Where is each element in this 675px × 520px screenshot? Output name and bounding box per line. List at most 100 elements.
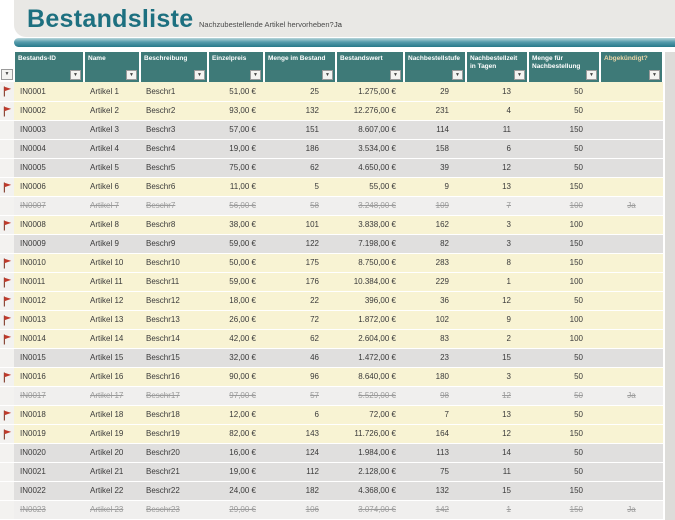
cell-id[interactable]: IN0002 (14, 101, 84, 121)
cell-nachbestellstufe[interactable]: 36 (404, 291, 466, 311)
cell-einzelpreis[interactable]: 24,00 € (208, 481, 264, 501)
cell-beschreibung[interactable]: Beschr21 (140, 462, 208, 482)
column-header-bestandswert[interactable]: Bestandswert ▼ (336, 52, 404, 82)
cell-id[interactable]: IN0004 (14, 139, 84, 159)
cell-menge_nachbestellung[interactable]: 100 (528, 310, 600, 330)
cell-menge_nachbestellung[interactable]: 100 (528, 272, 600, 292)
filter-dropdown-icon[interactable]: ▼ (126, 70, 137, 80)
cell-menge_nachbestellung[interactable]: 50 (528, 386, 600, 406)
cell-nachbestellzeit[interactable]: 12 (466, 424, 528, 444)
cell-beschreibung[interactable]: Beschr3 (140, 120, 208, 140)
cell-menge_nachbestellung[interactable]: 100 (528, 215, 600, 235)
cell-einzelpreis[interactable]: 38,00 € (208, 215, 264, 235)
cell-beschreibung[interactable]: Beschr18 (140, 405, 208, 425)
highlight-question-answer[interactable]: Ja (334, 20, 342, 29)
cell-bestandswert[interactable]: 7.198,00 € (336, 234, 404, 254)
column-header-nachbestellstufe[interactable]: Nachbestellstufe ▼ (404, 52, 466, 82)
cell-menge_im_bestand[interactable]: 46 (264, 348, 336, 368)
filter-dropdown-icon[interactable]: ▼ (514, 70, 525, 80)
cell-nachbestellzeit[interactable]: 13 (466, 177, 528, 197)
cell-abgekuendigt[interactable] (600, 481, 663, 501)
cell-abgekuendigt[interactable] (600, 272, 663, 292)
cell-nachbestellzeit[interactable]: 15 (466, 348, 528, 368)
cell-menge_nachbestellung[interactable]: 100 (528, 329, 600, 349)
cell-nachbestellzeit[interactable]: 12 (466, 291, 528, 311)
cell-beschreibung[interactable]: Beschr23 (140, 500, 208, 520)
cell-id[interactable]: IN0011 (14, 272, 84, 292)
cell-nachbestellzeit[interactable]: 2 (466, 329, 528, 349)
filter-dropdown-icon[interactable]: ▼ (194, 70, 205, 80)
cell-menge_nachbestellung[interactable]: 150 (528, 481, 600, 501)
cell-name[interactable]: Artikel 11 (84, 272, 140, 292)
cell-abgekuendigt[interactable] (600, 139, 663, 159)
cell-abgekuendigt[interactable] (600, 367, 663, 387)
cell-menge_nachbestellung[interactable]: 50 (528, 367, 600, 387)
cell-nachbestellzeit[interactable]: 15 (466, 481, 528, 501)
cell-bestandswert[interactable]: 2.604,00 € (336, 329, 404, 349)
cell-beschreibung[interactable]: Beschr7 (140, 196, 208, 216)
cell-menge_nachbestellung[interactable]: 150 (528, 234, 600, 254)
cell-name[interactable]: Artikel 14 (84, 329, 140, 349)
cell-menge_im_bestand[interactable]: 62 (264, 158, 336, 178)
cell-bestandswert[interactable]: 55,00 € (336, 177, 404, 197)
cell-beschreibung[interactable]: Beschr15 (140, 348, 208, 368)
cell-menge_im_bestand[interactable]: 6 (264, 405, 336, 425)
cell-menge_im_bestand[interactable]: 124 (264, 443, 336, 463)
cell-bestandswert[interactable]: 3.838,00 € (336, 215, 404, 235)
cell-id[interactable]: IN0017 (14, 386, 84, 406)
cell-abgekuendigt[interactable]: Ja (600, 196, 663, 216)
cell-nachbestellzeit[interactable]: 7 (466, 196, 528, 216)
cell-bestandswert[interactable]: 8.607,00 € (336, 120, 404, 140)
cell-nachbestellstufe[interactable]: 114 (404, 120, 466, 140)
cell-einzelpreis[interactable]: 75,00 € (208, 158, 264, 178)
cell-nachbestellzeit[interactable]: 3 (466, 367, 528, 387)
cell-abgekuendigt[interactable] (600, 329, 663, 349)
cell-bestandswert[interactable]: 72,00 € (336, 405, 404, 425)
cell-nachbestellzeit[interactable]: 13 (466, 405, 528, 425)
cell-name[interactable]: Artikel 12 (84, 291, 140, 311)
cell-menge_nachbestellung[interactable]: 50 (528, 462, 600, 482)
cell-id[interactable]: IN0008 (14, 215, 84, 235)
cell-abgekuendigt[interactable] (600, 348, 663, 368)
cell-nachbestellstufe[interactable]: 231 (404, 101, 466, 121)
cell-nachbestellstufe[interactable]: 164 (404, 424, 466, 444)
cell-beschreibung[interactable]: Beschr10 (140, 253, 208, 273)
cell-nachbestellstufe[interactable]: 229 (404, 272, 466, 292)
filter-dropdown-icon[interactable]: ▼ (586, 70, 597, 80)
cell-id[interactable]: IN0022 (14, 481, 84, 501)
cell-menge_im_bestand[interactable]: 106 (264, 500, 336, 520)
cell-nachbestellstufe[interactable]: 158 (404, 139, 466, 159)
cell-abgekuendigt[interactable] (600, 443, 663, 463)
corner-filter-dropdown-icon[interactable]: ▼ (1, 69, 13, 80)
cell-nachbestellstufe[interactable]: 75 (404, 462, 466, 482)
cell-bestandswert[interactable]: 4.368,00 € (336, 481, 404, 501)
cell-id[interactable]: IN0007 (14, 196, 84, 216)
cell-einzelpreis[interactable]: 11,00 € (208, 177, 264, 197)
column-header-id[interactable]: Bestands-ID ▼ (14, 52, 84, 82)
cell-beschreibung[interactable]: Beschr19 (140, 424, 208, 444)
cell-nachbestellstufe[interactable]: 162 (404, 215, 466, 235)
cell-einzelpreis[interactable]: 59,00 € (208, 272, 264, 292)
filter-dropdown-icon[interactable]: ▼ (452, 70, 463, 80)
cell-einzelpreis[interactable]: 29,00 € (208, 500, 264, 520)
cell-bestandswert[interactable]: 8.640,00 € (336, 367, 404, 387)
cell-name[interactable]: Artikel 2 (84, 101, 140, 121)
cell-bestandswert[interactable]: 8.750,00 € (336, 253, 404, 273)
cell-id[interactable]: IN0014 (14, 329, 84, 349)
cell-abgekuendigt[interactable]: Ja (600, 500, 663, 520)
cell-name[interactable]: Artikel 6 (84, 177, 140, 197)
cell-name[interactable]: Artikel 20 (84, 443, 140, 463)
cell-nachbestellzeit[interactable]: 3 (466, 215, 528, 235)
filter-dropdown-icon[interactable]: ▼ (390, 70, 401, 80)
cell-menge_nachbestellung[interactable]: 50 (528, 101, 600, 121)
cell-bestandswert[interactable]: 3.248,00 € (336, 196, 404, 216)
cell-bestandswert[interactable]: 5.529,00 € (336, 386, 404, 406)
cell-nachbestellstufe[interactable]: 113 (404, 443, 466, 463)
cell-einzelpreis[interactable]: 93,00 € (208, 101, 264, 121)
cell-einzelpreis[interactable]: 12,00 € (208, 405, 264, 425)
cell-name[interactable]: Artikel 1 (84, 82, 140, 102)
cell-menge_nachbestellung[interactable]: 50 (528, 443, 600, 463)
cell-nachbestellstufe[interactable]: 102 (404, 310, 466, 330)
cell-nachbestellstufe[interactable]: 7 (404, 405, 466, 425)
cell-nachbestellzeit[interactable]: 3 (466, 234, 528, 254)
